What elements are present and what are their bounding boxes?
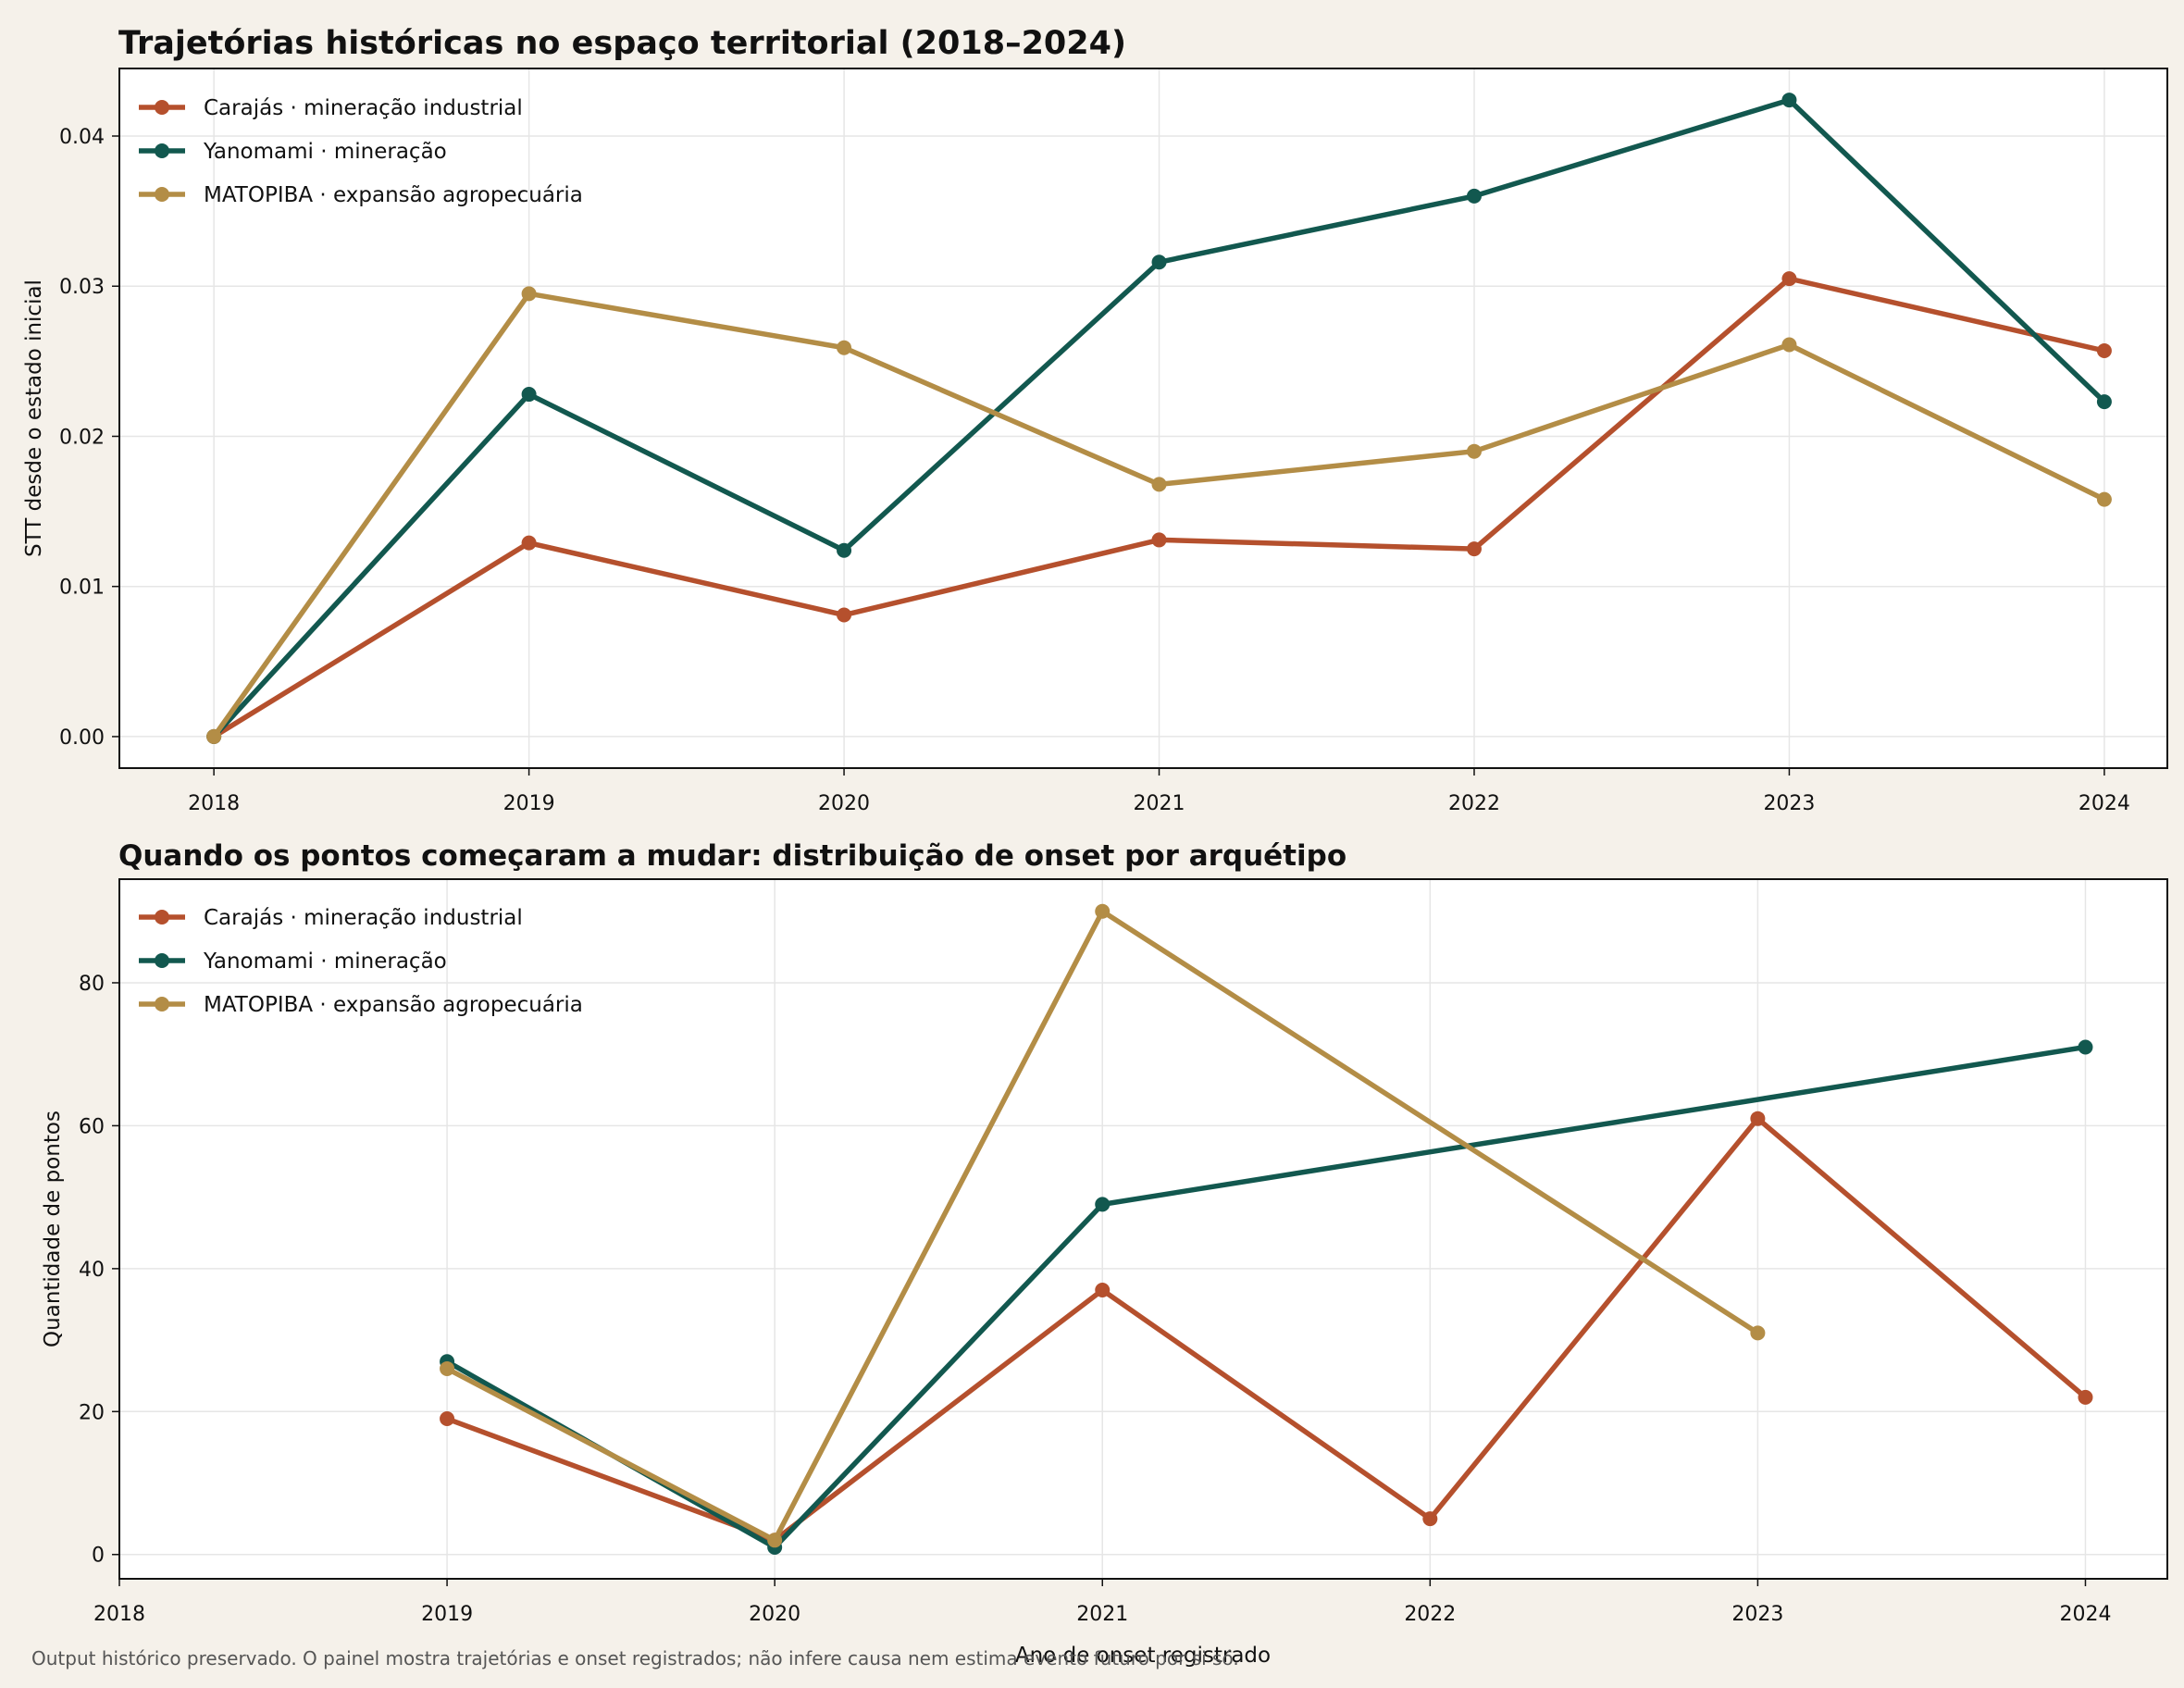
y-tick-label: 80 bbox=[79, 973, 105, 996]
data-point bbox=[2078, 1039, 2093, 1055]
legend-item: Yanomami · mineração bbox=[139, 950, 447, 974]
x-tick-label: 2021 bbox=[1134, 792, 1185, 815]
data-point bbox=[1095, 903, 1111, 919]
legend-label: MATOPIBA · expansão agropecuária bbox=[204, 183, 583, 207]
grid-lines bbox=[118, 879, 2167, 1579]
data-point bbox=[2096, 491, 2112, 507]
series-line bbox=[444, 908, 1761, 1544]
y-tick-label: 0.00 bbox=[59, 726, 105, 750]
legend-label: MATOPIBA · expansão agropecuária bbox=[204, 993, 583, 1017]
data-point bbox=[1422, 1511, 1438, 1527]
legend-marker bbox=[155, 100, 169, 115]
y-tick-label: 40 bbox=[79, 1259, 105, 1282]
data-point bbox=[2096, 394, 2112, 410]
chart-panel-onset: Quando os pontos começaram a mudar: dist… bbox=[41, 839, 2168, 1668]
x-tick-label: 2022 bbox=[1448, 792, 1500, 815]
data-point bbox=[1781, 271, 1797, 287]
plot-frame bbox=[118, 68, 2168, 769]
y-tick-label: 0.03 bbox=[59, 276, 105, 299]
x-tick-label: 2022 bbox=[1404, 1603, 1456, 1626]
y-tick-label: 0.04 bbox=[59, 126, 105, 149]
x-tick-label: 2023 bbox=[1763, 792, 1815, 815]
chart-panel-trajectories: Trajetórias históricas no espaço territo… bbox=[22, 25, 2168, 815]
data-point bbox=[1151, 532, 1167, 548]
series-2 bbox=[206, 286, 2112, 744]
legend-item: MATOPIBA · expansão agropecuária bbox=[139, 183, 583, 207]
data-point bbox=[837, 542, 852, 558]
data-point bbox=[1750, 1111, 1766, 1126]
legend-marker bbox=[155, 997, 169, 1012]
x-tick-label: 2021 bbox=[1076, 1603, 1128, 1626]
x-tick-label: 2018 bbox=[188, 792, 240, 815]
series-layer bbox=[440, 903, 2093, 1556]
data-point bbox=[1781, 337, 1797, 353]
legend-marker bbox=[155, 143, 169, 158]
data-point bbox=[1151, 477, 1167, 492]
y-axis-label: STT desde o estado inicial bbox=[22, 279, 46, 557]
legend-marker bbox=[155, 953, 169, 968]
legend-item: Carajás · mineração industrial bbox=[139, 96, 523, 120]
y-tick-label: 0 bbox=[92, 1545, 105, 1568]
data-point bbox=[1750, 1325, 1766, 1341]
legend-label: Carajás · mineração industrial bbox=[204, 906, 523, 930]
data-point bbox=[1466, 541, 1482, 557]
data-point bbox=[1151, 254, 1167, 270]
series-line bbox=[444, 1115, 2089, 1544]
data-point bbox=[440, 1411, 455, 1427]
y-tick-label: 60 bbox=[79, 1115, 105, 1138]
legend-label: Yanomami · mineração bbox=[203, 140, 447, 164]
x-tick-label: 2023 bbox=[1731, 1603, 1783, 1626]
legend-item: Yanomami · mineração bbox=[139, 140, 447, 164]
legend-marker bbox=[155, 910, 169, 925]
x-tick-label: 2019 bbox=[421, 1603, 473, 1626]
legend-marker bbox=[155, 187, 169, 202]
series-layer bbox=[206, 93, 2112, 744]
data-point bbox=[767, 1533, 783, 1548]
y-tick-label: 20 bbox=[79, 1401, 105, 1424]
y-axis-label: Quantidade de pontos bbox=[41, 1111, 65, 1347]
plot-area bbox=[119, 879, 2167, 1579]
x-tick-label: 2024 bbox=[2079, 792, 2130, 815]
data-point bbox=[521, 387, 537, 403]
y-tick-label: 0.02 bbox=[59, 426, 105, 449]
x-tick-label: 2019 bbox=[503, 792, 555, 815]
data-point bbox=[2078, 1389, 2093, 1405]
legend: Carajás · mineração industrial Yanomami ·… bbox=[139, 906, 583, 1017]
data-point bbox=[837, 607, 852, 623]
legend: Carajás · mineração industrial Yanomami ·… bbox=[139, 96, 583, 207]
legend-label: Yanomami · mineração bbox=[203, 950, 447, 974]
legend-item: Carajás · mineração industrial bbox=[139, 906, 523, 930]
axis-ticks: 2018 2019 2020 2021 2022 2023 2024 0.00 0.01 0.02… bbox=[59, 126, 2130, 815]
data-point bbox=[1466, 443, 1482, 459]
data-point bbox=[1781, 93, 1797, 108]
data-point bbox=[521, 286, 537, 302]
axis-ticks: 2018 2019 2020 2021 2022 2023 2024 0 20 40 60 80 bbox=[79, 973, 2111, 1626]
plot-area bbox=[119, 68, 2167, 768]
data-point bbox=[837, 340, 852, 355]
legend-label: Carajás · mineração industrial bbox=[204, 96, 523, 120]
chart-title: Trajetórias históricas no espaço territo… bbox=[118, 25, 1126, 62]
data-point bbox=[1095, 1283, 1111, 1298]
x-tick-label: 2020 bbox=[818, 792, 870, 815]
series-2 bbox=[440, 903, 1766, 1548]
x-tick-label: 2024 bbox=[2059, 1603, 2111, 1626]
data-point bbox=[440, 1360, 455, 1376]
footer-note: Output histórico preservado. O painel mo… bbox=[31, 1647, 1239, 1669]
x-tick-label: 2018 bbox=[93, 1603, 145, 1626]
data-point bbox=[521, 535, 537, 551]
x-tick-label: 2020 bbox=[749, 1603, 800, 1626]
x-axis-label: Ano de onset registrado bbox=[1015, 1644, 1271, 1668]
data-point bbox=[2096, 342, 2112, 358]
data-point bbox=[1466, 188, 1482, 204]
chart-title: Quando os pontos começaram a mudar: dist… bbox=[118, 839, 1346, 873]
plot-frame bbox=[118, 878, 2168, 1580]
data-point bbox=[206, 728, 222, 744]
legend-item: MATOPIBA · expansão agropecuária bbox=[139, 993, 583, 1017]
data-point bbox=[1095, 1197, 1111, 1212]
y-tick-label: 0.01 bbox=[59, 577, 105, 600]
